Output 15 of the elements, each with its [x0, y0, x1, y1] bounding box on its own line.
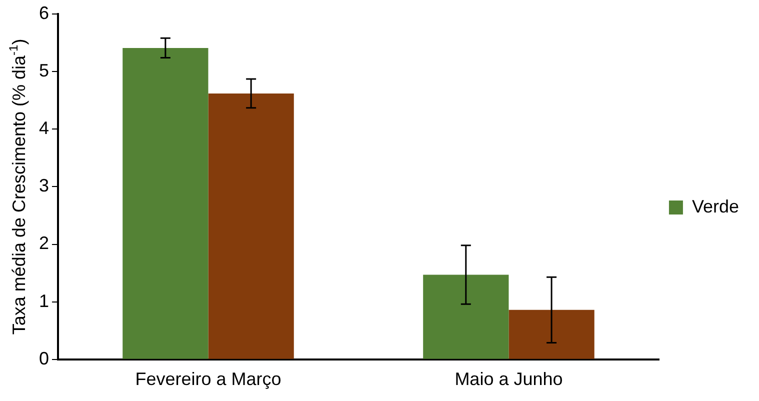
x-tick-label: Fevereiro a Março: [135, 369, 282, 390]
y-tick-label: 3: [38, 176, 50, 196]
legend-label: Verde: [692, 196, 740, 216]
y-tick-label: 4: [38, 118, 50, 138]
y-axis-title: Taxa média de Crescimento (% dia-1): [6, 38, 29, 335]
x-tick-label: Maio a Junho: [454, 369, 563, 390]
y-tick-label: 1: [38, 290, 50, 311]
bar: [423, 274, 509, 359]
y-tick-label: 0: [38, 348, 50, 368]
bar: [208, 93, 294, 359]
y-tick-label: 6: [38, 2, 50, 23]
bar: [508, 310, 594, 359]
bar: [122, 48, 208, 359]
y-tick-label: 5: [38, 60, 50, 81]
y-tick-label: 2: [38, 233, 50, 254]
